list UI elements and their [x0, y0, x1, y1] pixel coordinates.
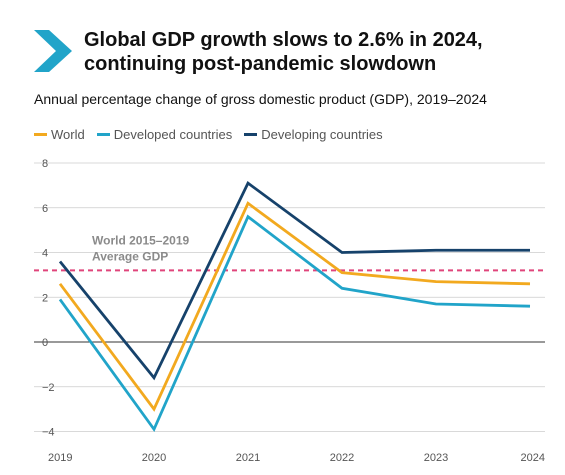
x-tick-label: 2020 [142, 452, 166, 464]
x-tick-label: 2022 [330, 452, 354, 464]
y-tick-label: 6 [42, 203, 48, 215]
x-tick-label: 2024 [521, 452, 545, 464]
y-tick-label: 8 [42, 158, 48, 170]
series-line-developing-countries [58, 181, 530, 381]
reference-label-line-1: World 2015–2019 [92, 233, 189, 247]
legend-swatch [96, 133, 110, 136]
legend-label: Developing countries [261, 127, 383, 142]
legend-swatch [34, 133, 47, 136]
legend-item-world: World [34, 127, 85, 142]
legend-swatch [244, 133, 258, 136]
chart-title-line-1: Global GDP growth slows to 2.6% in 2024, [84, 29, 483, 51]
series-line-world [58, 201, 531, 412]
reference-label-line-2: Average GDP [92, 249, 168, 263]
legend-item-developed-countries: Developed countries [96, 127, 233, 142]
y-tick-label: 2 [42, 292, 48, 304]
x-tick-label: 2023 [424, 452, 448, 464]
legend-item-developing-countries: Developing countries [244, 127, 383, 142]
x-tick-label: 2021 [236, 452, 260, 464]
legend-label: Developed countries [113, 127, 233, 142]
y-tick-label: 0 [42, 337, 48, 349]
chart-title-line-2: continuing post-pandemic slowdown [84, 53, 437, 75]
chart-title: Global GDP growth slows to 2.6% in 2024,… [84, 28, 544, 76]
chart-subtitle: Annual percentage change of gross domest… [34, 91, 487, 107]
y-tick-label: 4 [42, 248, 48, 260]
x-tick-label: 2019 [48, 452, 72, 464]
legend-label: World [51, 127, 85, 142]
y-tick-label: −4 [42, 427, 55, 439]
chevron-right-icon [34, 30, 72, 72]
y-tick-label: −2 [42, 382, 55, 394]
series-line-developed-countries [58, 214, 531, 433]
chart-legend: World Developed countries Developing count… [34, 127, 395, 142]
